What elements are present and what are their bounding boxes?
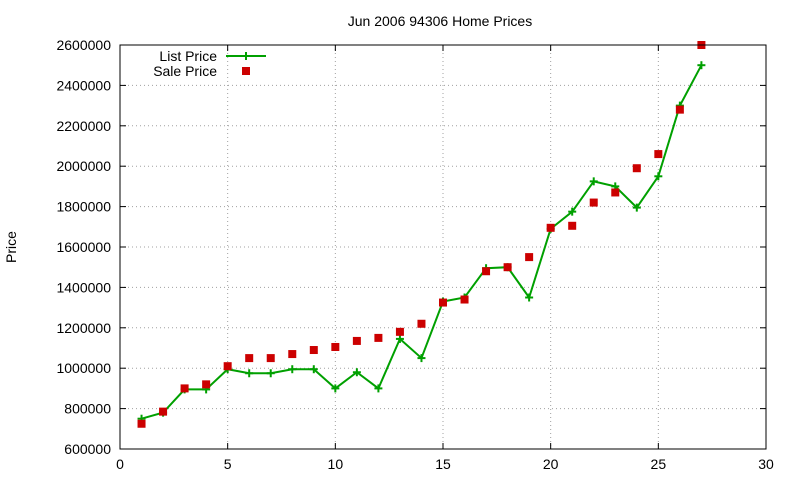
sale-price-point: [223, 362, 232, 371]
legend-swatch-list-price: [226, 52, 266, 60]
x-tick-label: 25: [651, 456, 667, 472]
sale-price-point: [266, 354, 275, 363]
legend: List Price Sale Price: [153, 48, 266, 79]
list-price-point: [417, 354, 426, 363]
list-price-point: [395, 334, 404, 343]
x-tick-label: 30: [758, 456, 774, 472]
sale-price-point: [546, 223, 555, 232]
sale-price-point: [202, 380, 211, 389]
y-tick-label: 1600000: [56, 239, 111, 255]
y-tick-label: 2000000: [56, 158, 111, 174]
tick-labels: 600000 800000 1000000 1200000 1400000 1600000…: [56, 37, 774, 472]
sale-price-point: [568, 221, 577, 230]
sale-price-point: [374, 333, 383, 342]
y-tick-label: 2400000: [56, 77, 111, 93]
list-price-point: [654, 172, 663, 181]
sale-price-point: [159, 407, 168, 416]
sale-price-point: [288, 350, 297, 359]
sale-price-point: [460, 295, 469, 304]
grid-lines: [120, 45, 766, 449]
sale-price-point: [352, 336, 361, 345]
sale-price-point: [137, 419, 146, 428]
sale-price-point: [503, 263, 512, 272]
x-tick-label: 20: [543, 456, 559, 472]
series-layer: [137, 41, 706, 428]
x-tick-label: 5: [224, 456, 232, 472]
sale-price-point: [589, 198, 598, 207]
y-tick-label: 1200000: [56, 320, 111, 336]
sale-price-point: [180, 384, 189, 393]
x-tick-label: 10: [328, 456, 344, 472]
list-price-point: [245, 369, 254, 378]
list-price-point: [568, 207, 577, 216]
list-price-point: [352, 368, 361, 377]
y-tick-label: 600000: [64, 441, 111, 457]
legend-swatch-sale-price: [242, 67, 250, 75]
sale-price-point: [395, 327, 404, 336]
list-price-point: [697, 61, 706, 70]
list-price-point: [331, 384, 340, 393]
sale-price-point: [525, 253, 534, 262]
legend-label-list-price: List Price: [159, 48, 217, 64]
y-tick-label: 1800000: [56, 199, 111, 215]
sale-price-point: [309, 346, 318, 355]
sale-price-point: [632, 164, 641, 173]
list-price-point: [309, 365, 318, 374]
plot-frame: [119, 44, 767, 450]
y-tick-label: 800000: [64, 401, 111, 417]
list-price-point: [525, 293, 534, 302]
list-price-point: [266, 369, 275, 378]
y-tick-label: 1400000: [56, 279, 111, 295]
list-price-point: [374, 384, 383, 393]
sale-price-point: [417, 319, 426, 328]
legend-label-sale-price: Sale Price: [153, 63, 217, 79]
sale-price-point: [482, 267, 491, 276]
x-tick-label: 15: [435, 456, 451, 472]
sale-price-point: [331, 342, 340, 351]
sale-price-point: [654, 150, 663, 159]
y-tick-label: 2600000: [56, 37, 111, 53]
sale-price-point: [439, 298, 447, 307]
y-axis-label: Price: [3, 231, 19, 263]
sale-price-point: [675, 105, 684, 114]
list-price-point: [589, 177, 598, 186]
list-price-point: [288, 365, 297, 374]
y-tick-label: 2200000: [56, 118, 111, 134]
chart-title: Jun 2006 94306 Home Prices: [348, 13, 532, 29]
sale-price-point: [611, 188, 620, 197]
list-price-point: [632, 203, 641, 212]
y-tick-label: 1000000: [56, 360, 111, 376]
sale-price-point: [245, 354, 254, 363]
x-tick-label: 0: [116, 456, 124, 472]
